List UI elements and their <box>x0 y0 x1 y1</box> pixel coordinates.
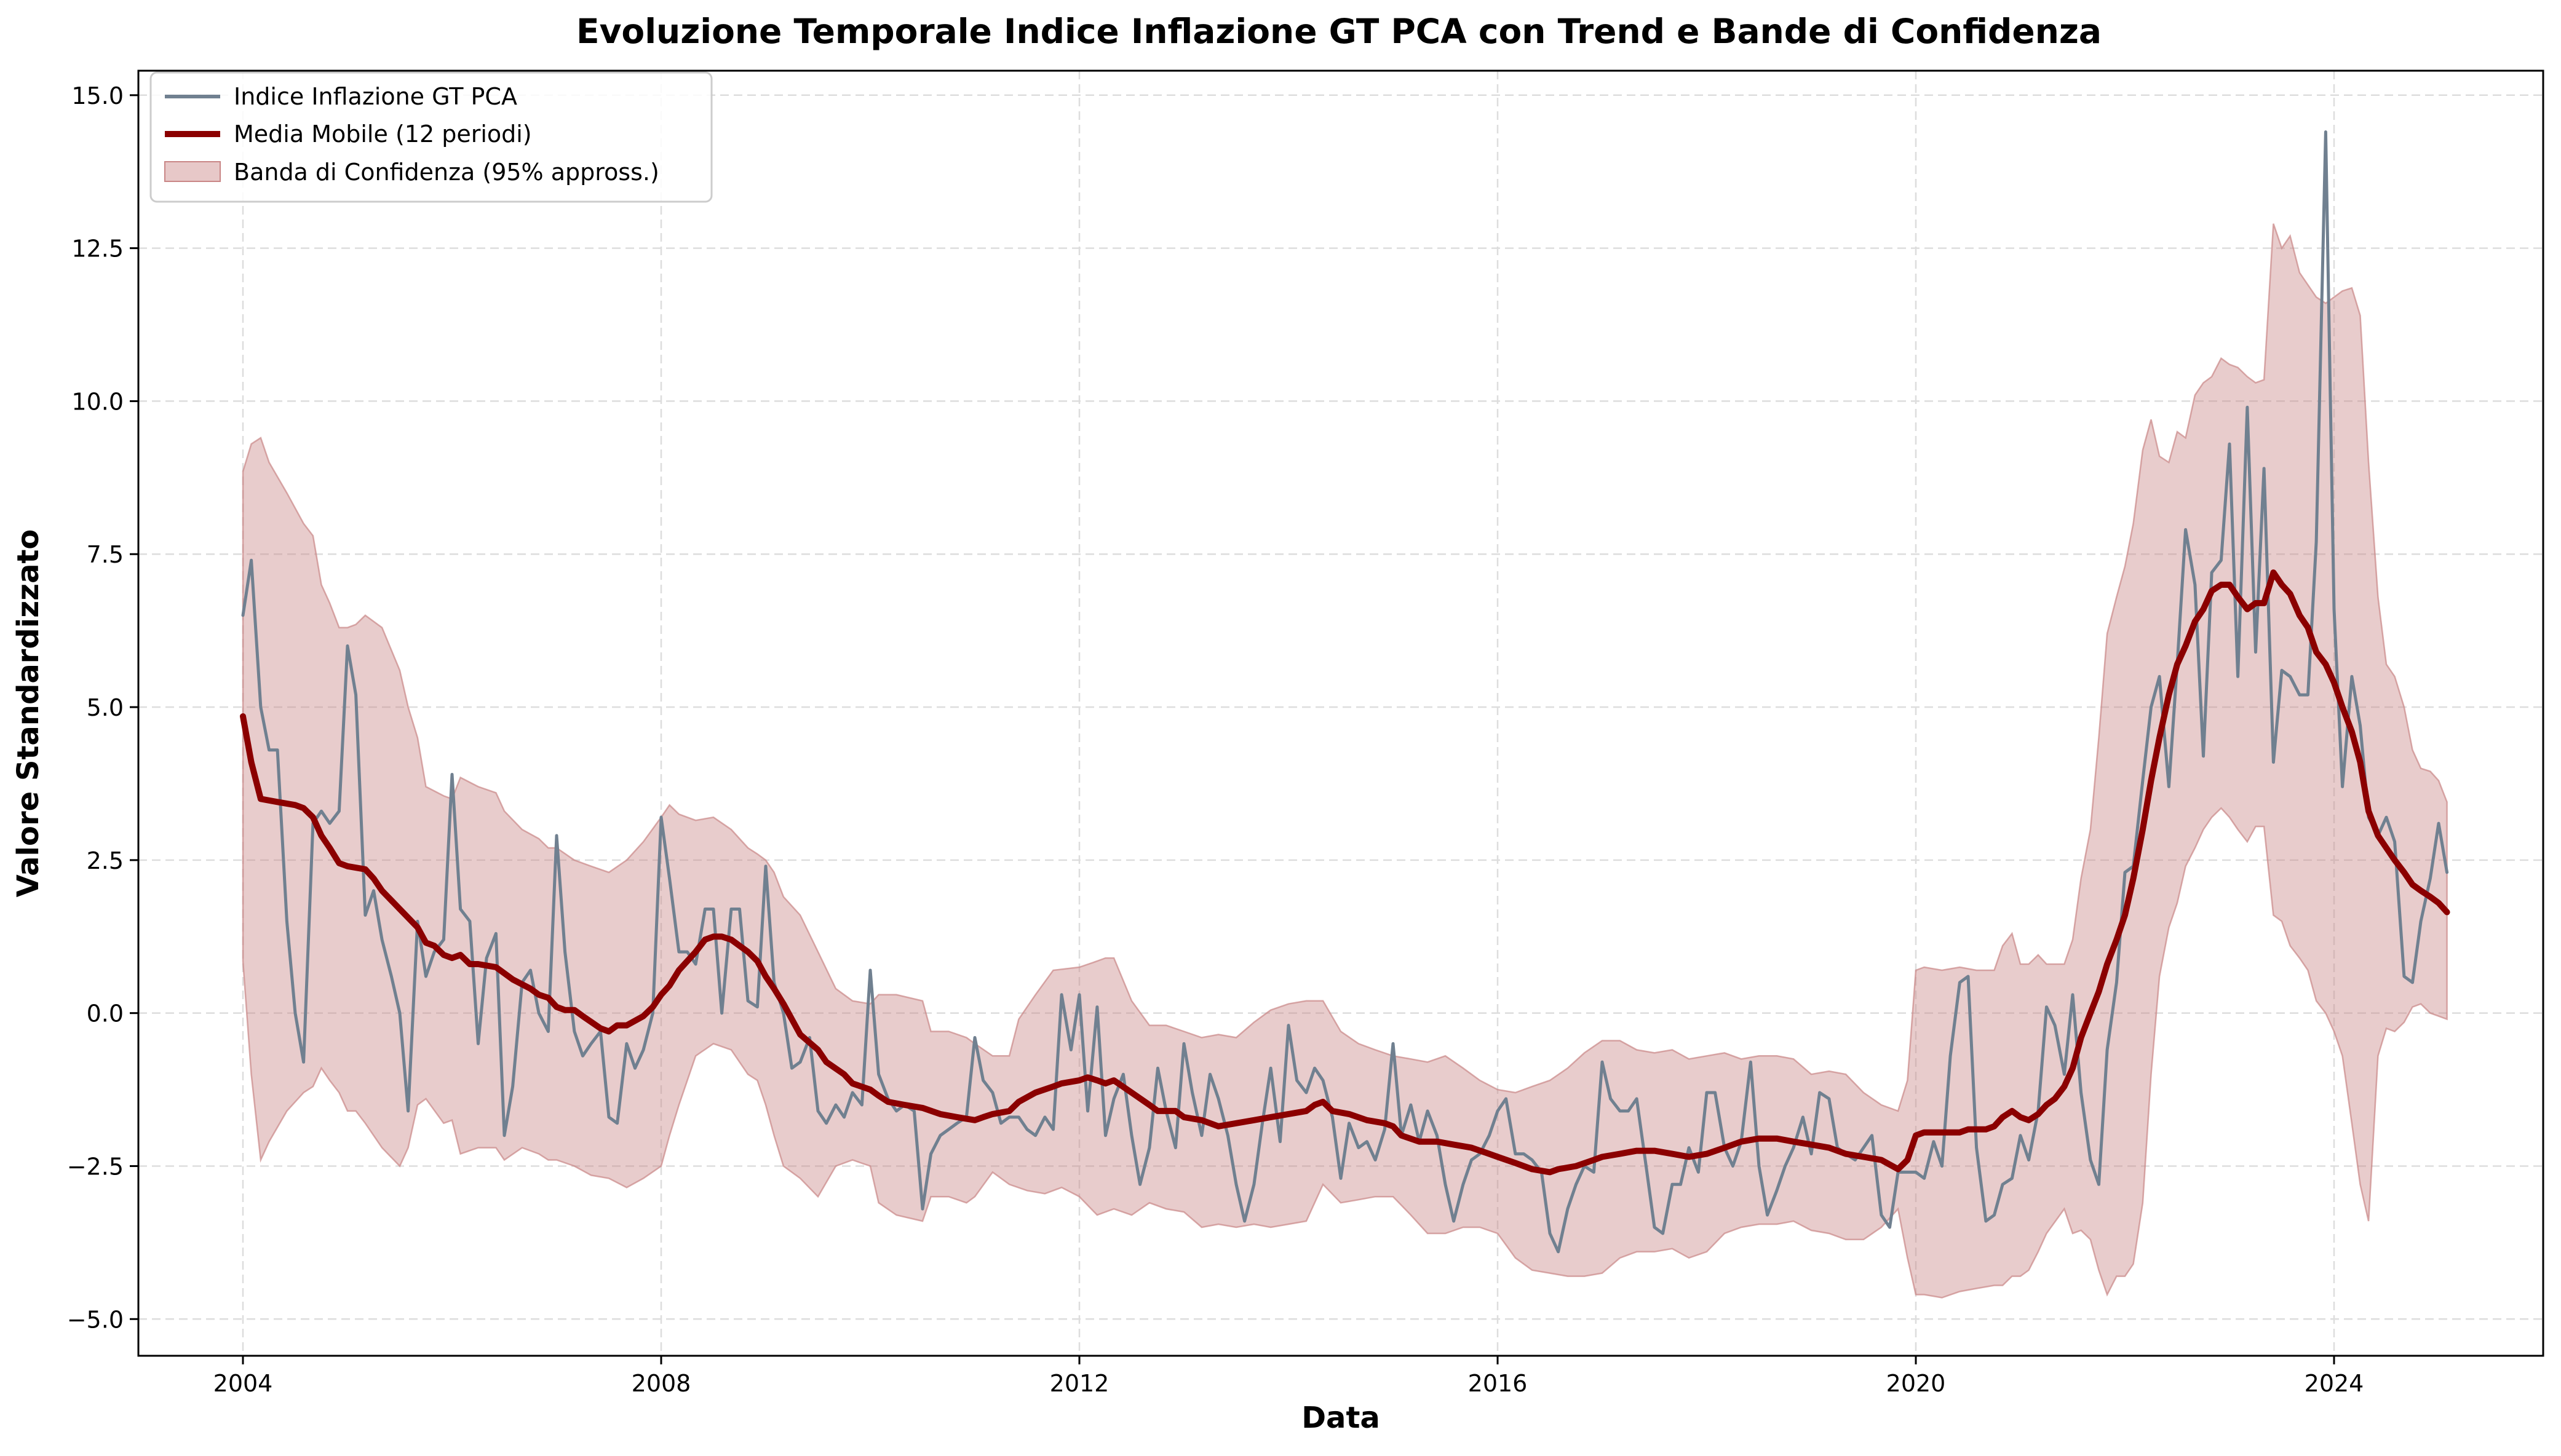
x-tick-label: 2012 <box>1050 1370 1110 1397</box>
x-tick-label: 2024 <box>2305 1370 2364 1397</box>
y-tick-label: −2.5 <box>67 1153 124 1180</box>
x-tick-label: 2020 <box>1886 1370 1946 1397</box>
x-axis: 2004 2008 2012 2016 2020 2024 <box>213 1356 2364 1397</box>
y-tick-label: 10.0 <box>71 388 124 415</box>
y-tick-label: 12.5 <box>71 235 124 263</box>
moving-average-layer <box>240 569 2450 1176</box>
legend: Indice Inflazione GT PCA Media Mobile (1… <box>149 71 713 203</box>
y-axis-label: Valore Standardizzato <box>11 529 46 898</box>
x-tick-label: 2016 <box>1468 1370 1528 1397</box>
series-line-moving-average <box>240 569 2450 1176</box>
x-tick-label: 2004 <box>213 1370 273 1397</box>
y-tick-label: 0.0 <box>87 1000 124 1027</box>
y-tick-label: −5.0 <box>67 1306 124 1333</box>
y-tick-label: 15.0 <box>71 82 124 109</box>
series-line-inflation-index <box>241 130 2449 1254</box>
y-tick-label: 5.0 <box>87 694 124 721</box>
legend-label-moving-average: Media Mobile (12 periodi) <box>234 121 532 148</box>
y-tick-label: 2.5 <box>87 847 124 874</box>
raw-series-layer <box>241 130 2449 1254</box>
chart-title: Evoluzione Temporale Indice Inflazione G… <box>576 12 2102 51</box>
legend-swatch-confidence-band <box>164 161 221 182</box>
x-tick-label: 2008 <box>632 1370 691 1397</box>
legend-label-raw: Indice Inflazione GT PCA <box>234 83 517 110</box>
y-axis: −5.0 −2.5 0.0 2.5 5.0 7.5 10.0 12.5 15.0 <box>67 82 138 1333</box>
legend-label-confidence-band: Banda di Confidenza (95% appross.) <box>234 159 659 186</box>
y-tick-label: 7.5 <box>87 541 124 568</box>
plot-frame <box>137 69 2544 1357</box>
x-axis-label: Data <box>1301 1401 1380 1435</box>
legend-frame <box>149 71 713 203</box>
